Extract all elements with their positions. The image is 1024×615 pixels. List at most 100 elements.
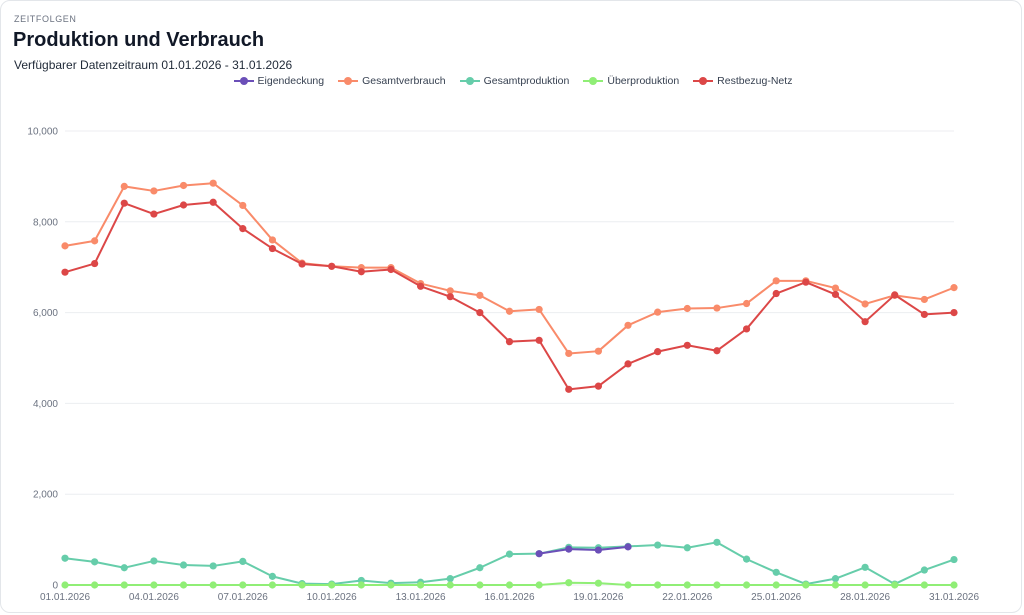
data-point-gesamtproduktion	[150, 557, 158, 565]
y-tick-label: 10,000	[27, 127, 58, 138]
data-point-restbezug-netz	[535, 336, 543, 344]
legend-label: Gesamtverbrauch	[362, 75, 446, 87]
x-tick-label: 16.01.2026	[484, 592, 534, 603]
data-point-gesamtproduktion	[505, 550, 514, 558]
data-point-gesamtverbrauch	[920, 295, 928, 304]
data-point-ueberproduktion	[920, 581, 928, 589]
data-point-restbezug-netz	[417, 282, 425, 290]
data-point-eigendeckung	[624, 543, 632, 551]
data-point-restbezug-netz	[742, 325, 751, 333]
y-tick-label: 8,000	[33, 217, 58, 228]
legend-label: Überproduktion	[607, 75, 680, 87]
data-point-ueberproduktion	[298, 581, 306, 589]
data-point-ueberproduktion	[120, 581, 128, 589]
data-point-restbezug-netz	[861, 318, 869, 326]
data-point-ueberproduktion	[417, 581, 425, 589]
legend-item-gesamtverbrauch[interactable]: Gesamtverbrauch	[338, 75, 446, 87]
data-point-gesamtproduktion	[920, 566, 928, 574]
data-point-ueberproduktion	[476, 581, 484, 589]
legend-swatch-icon	[338, 76, 359, 86]
data-point-restbezug-netz	[476, 309, 484, 317]
data-point-ueberproduktion	[239, 581, 247, 589]
data-point-restbezug-netz	[772, 289, 780, 298]
x-tick-label: 28.01.2026	[840, 592, 890, 603]
data-point-restbezug-netz	[446, 293, 454, 301]
data-point-restbezug-netz	[298, 260, 306, 268]
data-point-gesamtverbrauch	[831, 284, 840, 292]
data-point-gesamtproduktion	[742, 555, 751, 563]
data-point-restbezug-netz	[891, 291, 899, 299]
legend-label: Gesamtproduktion	[483, 75, 570, 87]
data-point-gesamtverbrauch	[268, 236, 277, 244]
data-point-eigendeckung	[565, 545, 573, 553]
chart-legend: Eigendeckung Gesamtverbrauch Gesamtprodu…	[1, 75, 1024, 87]
legend-item-eigendeckung[interactable]: Eigendeckung	[233, 75, 325, 87]
data-point-gesamtverbrauch	[594, 347, 603, 355]
series-line-restbezug-netz	[64, 201, 955, 391]
x-tick-label: 22.01.2026	[662, 592, 712, 603]
data-point-ueberproduktion	[891, 581, 899, 589]
data-point-restbezug-netz	[179, 201, 188, 209]
data-point-restbezug-netz	[594, 382, 603, 390]
y-tick-label: 0	[52, 581, 58, 592]
data-point-restbezug-netz	[150, 210, 158, 218]
data-point-ueberproduktion	[713, 581, 721, 589]
data-point-eigendeckung	[535, 550, 543, 558]
data-point-gesamtproduktion	[268, 572, 277, 580]
data-point-restbezug-netz	[328, 262, 336, 270]
data-point-ueberproduktion	[624, 581, 632, 589]
data-point-restbezug-netz	[831, 290, 840, 299]
data-point-ueberproduktion	[742, 581, 751, 589]
x-tick-label: 25.01.2026	[751, 592, 801, 603]
series-line-gesamtverbrauch	[64, 182, 955, 355]
data-point-gesamtverbrauch	[654, 308, 662, 316]
y-tick-label: 2,000	[33, 490, 58, 501]
data-point-ueberproduktion	[831, 581, 840, 589]
legend-item-restbezug-netz[interactable]: Restbezug-Netz	[693, 75, 792, 87]
x-tick-label: 07.01.2026	[218, 592, 268, 603]
legend-label: Restbezug-Netz	[717, 75, 793, 87]
data-point-gesamtverbrauch	[742, 299, 751, 308]
data-point-ueberproduktion	[565, 579, 573, 587]
data-point-gesamtverbrauch	[61, 242, 69, 250]
data-point-gesamtproduktion	[120, 564, 128, 572]
x-tick-label: 19.01.2026	[573, 592, 623, 603]
legend-swatch-icon	[693, 76, 714, 86]
data-point-ueberproduktion	[505, 581, 514, 589]
data-point-gesamtverbrauch	[950, 284, 958, 292]
data-point-gesamtverbrauch	[683, 304, 691, 313]
data-point-ueberproduktion	[861, 581, 869, 589]
section-kicker: ZEITFOLGEN	[14, 14, 77, 24]
data-point-gesamtverbrauch	[209, 179, 217, 187]
y-tick-label: 4,000	[33, 399, 58, 410]
legend-item-gesamtproduktion[interactable]: Gesamtproduktion	[459, 75, 570, 87]
data-point-gesamtverbrauch	[120, 182, 128, 190]
data-point-gesamtverbrauch	[91, 237, 99, 245]
data-point-ueberproduktion	[387, 581, 395, 589]
data-point-gesamtproduktion	[831, 575, 840, 583]
data-point-gesamtverbrauch	[150, 187, 158, 195]
data-point-restbezug-netz	[505, 338, 514, 346]
data-point-restbezug-netz	[239, 225, 247, 233]
data-point-ueberproduktion	[91, 581, 99, 589]
x-tick-label: 31.01.2026	[929, 592, 979, 603]
legend-label: Eigendeckung	[257, 75, 325, 87]
data-point-restbezug-netz	[565, 385, 573, 393]
data-point-restbezug-netz	[624, 360, 632, 368]
data-point-ueberproduktion	[950, 581, 958, 589]
data-point-restbezug-netz	[713, 347, 721, 355]
data-point-ueberproduktion	[683, 581, 691, 589]
data-point-restbezug-netz	[654, 348, 662, 356]
data-point-restbezug-netz	[61, 268, 69, 276]
data-point-ueberproduktion	[328, 581, 336, 589]
series-line-eigendeckung	[538, 545, 629, 555]
data-point-gesamtproduktion	[861, 563, 869, 571]
legend-item-ueberproduktion[interactable]: Überproduktion	[583, 75, 679, 87]
data-point-gesamtproduktion	[239, 557, 247, 565]
data-point-ueberproduktion	[654, 581, 662, 589]
data-point-ueberproduktion	[357, 581, 365, 589]
series-line-gesamtproduktion	[64, 541, 955, 586]
data-point-gesamtverbrauch	[505, 307, 514, 315]
data-point-restbezug-netz	[91, 259, 99, 268]
